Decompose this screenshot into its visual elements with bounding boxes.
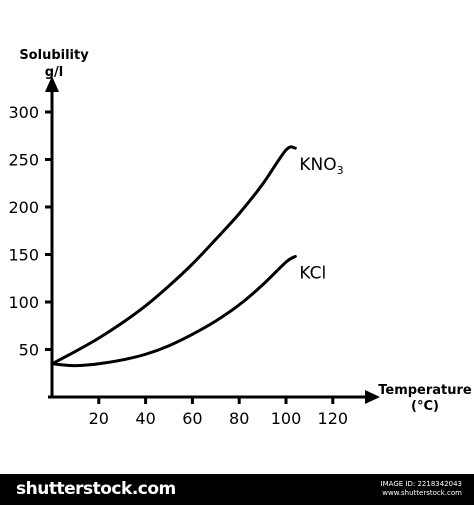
footer-bar: shutterstock.com IMAGE ID: 2218342043 ww… — [0, 474, 474, 505]
x-tick-label: 40 — [135, 409, 155, 428]
y-tick-label: 200 — [8, 198, 39, 217]
y-axis-label-line2: g/l — [45, 65, 64, 80]
x-ticks: 20 40 60 80 100 120 — [89, 397, 348, 428]
y-tick-label: 300 — [8, 103, 39, 122]
image-id: IMAGE ID: 2218342043 — [380, 480, 462, 488]
x-tick-label: 100 — [271, 409, 302, 428]
x-tick-label: 80 — [229, 409, 249, 428]
site-url: www.shutterstock.com — [382, 489, 462, 497]
y-axis-label-line1: Solubility — [19, 48, 89, 63]
x-axis-arrow — [365, 390, 380, 404]
x-axis-label-line2: (°C) — [411, 399, 439, 414]
x-tick-label: 60 — [182, 409, 202, 428]
x-tick-label: 20 — [89, 409, 109, 428]
series-kcl-label: KCl — [299, 263, 326, 283]
y-tick-label: 50 — [19, 341, 39, 360]
x-tick-label: 120 — [318, 409, 349, 428]
axes — [45, 76, 380, 404]
y-tick-label: 250 — [8, 151, 39, 170]
y-ticks: 50 100 150 200 250 300 — [8, 103, 52, 360]
labels: Solubility g/l Temperature (°C) — [19, 48, 472, 414]
image-meta: IMAGE ID: 2218342043 www.shutterstock.co… — [381, 480, 462, 498]
y-axis-arrow — [45, 76, 59, 92]
series-kcl-line — [50, 254, 297, 368]
y-tick-label: 150 — [8, 246, 39, 265]
x-axis-label-line1: Temperature — [378, 383, 472, 398]
series-kno3-line — [50, 145, 297, 366]
series-kno3-label: KNO3 — [299, 155, 343, 177]
solubility-chart: 50 100 150 200 250 300 20 40 60 80 100 120 KNO3 KCl… — [8, 48, 472, 428]
y-tick-label: 100 — [8, 293, 39, 312]
brand-logo: shutterstock.com — [16, 479, 176, 499]
series-lines: KNO3 KCl — [50, 145, 344, 368]
